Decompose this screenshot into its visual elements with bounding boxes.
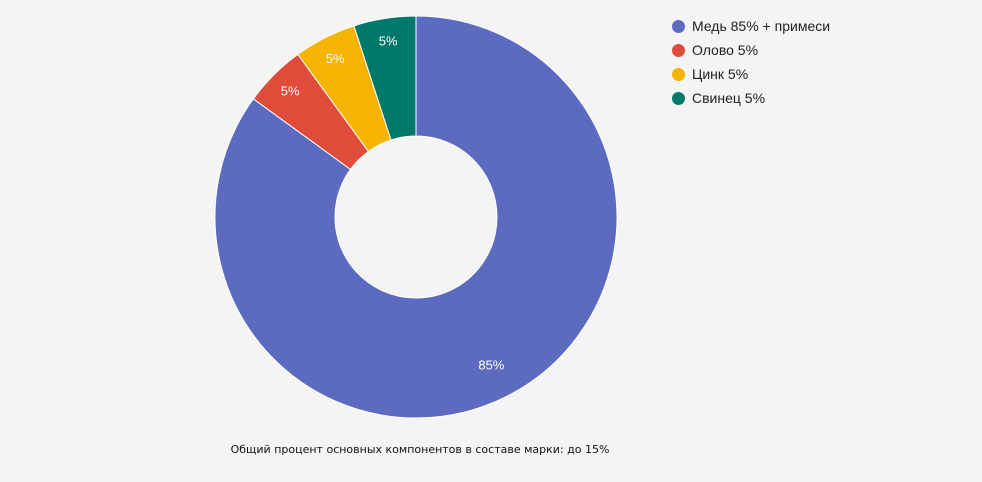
donut-chart: 85% 5% 5% 5% <box>214 15 618 419</box>
legend-item-1: Медь 85% + примеси <box>672 14 830 38</box>
slice-label-2: 5% <box>281 84 300 99</box>
slice-4 <box>353 15 417 141</box>
slice-label-4: 5% <box>379 34 398 49</box>
slice-1 <box>214 15 618 419</box>
legend-swatch-4 <box>672 91 685 105</box>
legend-label-4: Свинец 5% <box>692 90 766 106</box>
legend-item-4: Свинец 5% <box>672 86 830 110</box>
legend-item-3: Цинк 5% <box>672 62 830 86</box>
chart-caption: Общий процент основных компонентов в сос… <box>230 443 610 456</box>
legend-item-2: Олово 5% <box>672 38 830 62</box>
chart-legend: Медь 85% + примеси Олово 5% Цинк 5% Свинец … <box>672 14 830 110</box>
legend-swatch-3 <box>672 67 685 81</box>
legend-label-3: Цинк 5% <box>692 66 749 82</box>
legend-label-2: Олово 5% <box>692 42 759 58</box>
slice-label-3: 5% <box>326 51 345 66</box>
legend-label-1: Медь 85% + примеси <box>692 18 831 34</box>
legend-swatch-1 <box>672 19 685 33</box>
slice-label-1: 85% <box>478 357 504 372</box>
legend-swatch-2 <box>672 43 685 57</box>
